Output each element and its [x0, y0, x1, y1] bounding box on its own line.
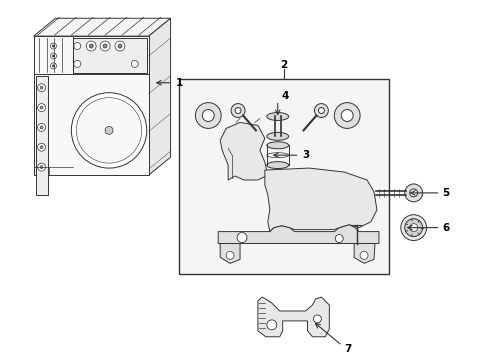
Circle shape	[38, 123, 45, 131]
Circle shape	[105, 126, 113, 134]
Circle shape	[40, 166, 43, 168]
Circle shape	[115, 41, 124, 51]
Text: 7: 7	[344, 344, 351, 354]
Circle shape	[40, 106, 43, 109]
Ellipse shape	[266, 162, 288, 168]
Circle shape	[40, 126, 43, 129]
Circle shape	[103, 44, 107, 48]
Polygon shape	[220, 243, 240, 264]
Text: 2: 2	[279, 60, 286, 70]
Circle shape	[237, 233, 246, 243]
Circle shape	[341, 109, 352, 121]
Circle shape	[266, 320, 276, 330]
Polygon shape	[257, 297, 328, 337]
Circle shape	[404, 219, 422, 237]
Circle shape	[202, 109, 214, 121]
Circle shape	[318, 108, 324, 113]
Ellipse shape	[266, 113, 288, 121]
Circle shape	[400, 215, 426, 240]
Circle shape	[40, 146, 43, 149]
Text: 3: 3	[302, 150, 309, 160]
Circle shape	[76, 98, 142, 163]
Polygon shape	[353, 243, 374, 264]
Polygon shape	[218, 225, 378, 243]
Text: 1: 1	[175, 78, 183, 88]
Bar	[36, 76, 47, 195]
Polygon shape	[220, 122, 267, 180]
Circle shape	[231, 104, 244, 117]
Circle shape	[100, 41, 110, 51]
Circle shape	[409, 189, 417, 197]
Circle shape	[50, 43, 56, 49]
Circle shape	[38, 163, 45, 171]
Circle shape	[52, 65, 54, 67]
Circle shape	[50, 53, 56, 59]
Circle shape	[38, 104, 45, 112]
Circle shape	[38, 84, 45, 92]
Circle shape	[74, 60, 81, 67]
Ellipse shape	[266, 132, 288, 140]
Bar	[34, 36, 148, 175]
Ellipse shape	[266, 142, 288, 149]
Circle shape	[235, 108, 241, 113]
Circle shape	[334, 103, 359, 129]
Circle shape	[195, 103, 221, 129]
Text: 6: 6	[442, 222, 449, 233]
Polygon shape	[148, 18, 170, 175]
Circle shape	[359, 251, 367, 260]
Circle shape	[40, 86, 43, 89]
Circle shape	[225, 251, 234, 260]
Text: 4: 4	[281, 91, 288, 101]
Circle shape	[314, 104, 327, 117]
Polygon shape	[34, 18, 170, 36]
Bar	[178, 79, 388, 274]
Circle shape	[52, 55, 54, 57]
Circle shape	[118, 44, 122, 48]
Text: 5: 5	[442, 188, 449, 198]
Bar	[73, 38, 146, 73]
Circle shape	[131, 60, 138, 67]
Circle shape	[52, 45, 54, 47]
Circle shape	[38, 143, 45, 151]
Circle shape	[409, 224, 417, 231]
Circle shape	[404, 184, 422, 202]
Circle shape	[86, 41, 96, 51]
Circle shape	[74, 42, 81, 50]
Circle shape	[71, 93, 146, 168]
Circle shape	[313, 315, 321, 323]
Polygon shape	[264, 168, 376, 231]
Circle shape	[50, 63, 56, 69]
Circle shape	[335, 235, 343, 243]
Circle shape	[89, 44, 93, 48]
